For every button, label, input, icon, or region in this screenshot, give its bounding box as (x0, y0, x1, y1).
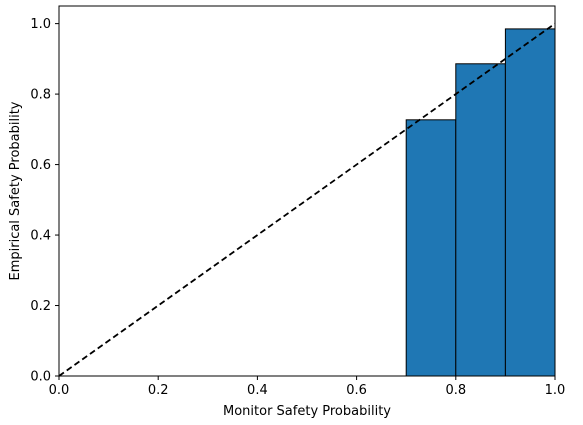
x-ticks: 0.0 0.2 0.4 0.6 0.8 1.0 (49, 376, 566, 398)
reference-layer (58, 22, 556, 377)
y-tick-label-5: 1.0 (30, 17, 51, 32)
x-tick-label-0: 0.0 (49, 383, 70, 398)
y-tick-label-3: 0.6 (30, 158, 51, 173)
x-tick-label-1: 0.2 (148, 383, 169, 398)
x-tick-label-5: 1.0 (545, 383, 566, 398)
bar-2 (504, 28, 556, 377)
x-axis-label: Monitor Safety Probability (223, 404, 391, 419)
plot-frame (58, 5, 556, 377)
bar-0 (405, 119, 457, 377)
y-axis-label: Empirical Safety Probability (8, 101, 23, 280)
reference-diagonal-line (58, 22, 556, 377)
x-tick-label-3: 0.6 (346, 383, 367, 398)
y-tick-label-1: 0.2 (30, 299, 51, 314)
y-tick-label-0: 0.0 (30, 370, 51, 385)
x-tick-label-2: 0.4 (247, 383, 268, 398)
y-ticks: 0.0 0.2 0.4 0.6 0.8 1.0 (30, 17, 59, 385)
y-tick-label-2: 0.4 (30, 229, 51, 244)
x-tick-label-4: 0.8 (445, 383, 466, 398)
axes-layer (58, 5, 556, 377)
y-tick-label-4: 0.8 (30, 88, 51, 103)
bars-layer (405, 28, 556, 377)
bar-1 (455, 63, 506, 377)
